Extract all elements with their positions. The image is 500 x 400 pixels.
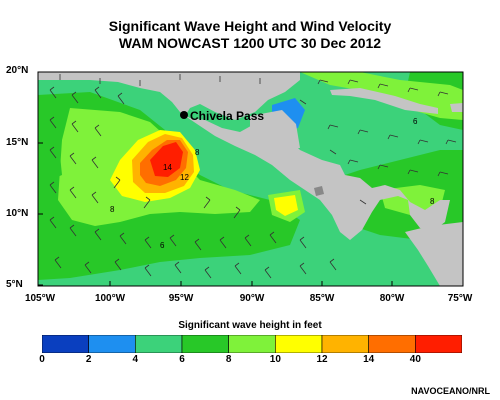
colorbar-segment: [135, 335, 183, 353]
colorbar-segment: [228, 335, 276, 353]
credit-label: NAVOCEANO/NRL: [411, 386, 490, 396]
contour-label: 6: [413, 117, 418, 126]
lon-label: 95°W: [168, 293, 194, 304]
lon-label: 80°W: [379, 293, 405, 304]
wind-barbs: [49, 74, 457, 279]
lat-label: 5°N: [6, 279, 23, 290]
map-title-line1: Significant Wave Height and Wind Velocit…: [108, 18, 392, 34]
lat-label: 10°N: [6, 208, 29, 219]
colorbar-tick-label: 12: [316, 354, 328, 365]
contour-label: 6: [160, 241, 165, 250]
colorbar-segment: [88, 335, 136, 353]
lat-label: 15°N: [6, 137, 29, 148]
land-yucatan: [250, 110, 300, 148]
colorbar-tick-label: 6: [179, 354, 185, 365]
lat-label: 20°N: [6, 65, 29, 76]
colorbar-tick-label: 40: [409, 354, 421, 365]
land-island: [314, 186, 324, 196]
lon-label: 75°W: [447, 293, 473, 304]
colorbar-segment: [415, 335, 462, 353]
colorbar-segment: [275, 335, 323, 353]
wave-zone-10-12-small: [274, 195, 298, 216]
chivela-pass-label: Chivela Pass: [190, 109, 265, 123]
colorbar-tick-label: 2: [85, 354, 92, 365]
colorbar-tick-label: 4: [132, 354, 139, 365]
land-hispaniola: [450, 103, 463, 112]
contour-label: 8: [195, 148, 200, 157]
colorbar-segment: [321, 335, 369, 353]
colorbar-tick-label: 0: [39, 354, 45, 365]
colorbar-tick-label: 14: [363, 354, 375, 365]
wave-zone-peak: [150, 142, 183, 177]
contour-label: 8: [430, 197, 435, 206]
contour-label: 14: [163, 163, 172, 172]
chivela-pass-marker: [180, 111, 188, 119]
land-mexico: [38, 72, 450, 240]
contour-label: 8: [110, 205, 115, 214]
colorbar-segment: [368, 335, 416, 353]
lon-label: 105°W: [24, 293, 56, 304]
lon-label: 85°W: [309, 293, 335, 304]
colorbar-title: Significant wave height in feet: [178, 320, 322, 331]
lon-label: 90°W: [239, 293, 265, 304]
axis-ticks: [38, 71, 393, 286]
colorbar-segment: [42, 335, 89, 353]
contour-label: 12: [180, 173, 189, 182]
land-south-america: [405, 222, 463, 286]
plot-frame: [37, 71, 464, 287]
map-title-line2: WAM NOWCAST 1200 UTC 30 Dec 2012: [118, 35, 382, 51]
wave-zone-2-4-nw: [45, 155, 62, 180]
colorbar: [42, 335, 462, 353]
land-cuba: [330, 88, 438, 114]
colorbar-tick-label: 8: [225, 354, 232, 365]
colorbar-tick-label: 10: [269, 354, 281, 365]
colorbar-segment: [181, 335, 229, 353]
lon-label: 100°W: [94, 293, 126, 304]
